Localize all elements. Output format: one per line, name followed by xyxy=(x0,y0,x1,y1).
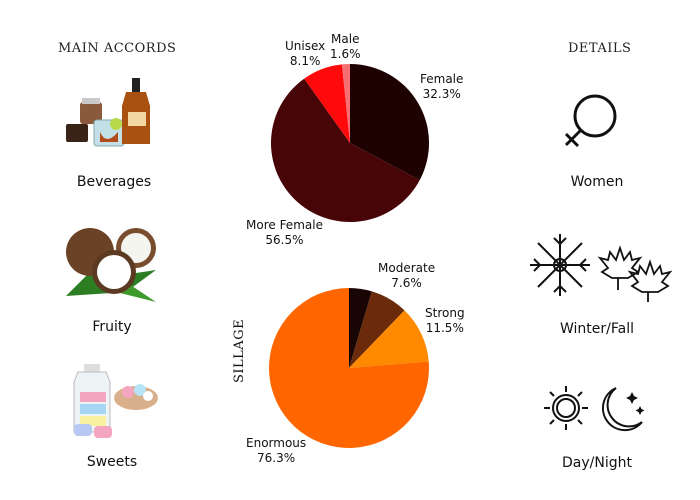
pie-slice-unisex xyxy=(304,64,350,143)
pie-label-strong: Strong 11.5% xyxy=(425,306,465,336)
slice-name: Strong xyxy=(425,306,465,320)
slice-value: 11.5% xyxy=(425,321,464,335)
sillage-pie-chart xyxy=(269,288,429,448)
pie-slice-female xyxy=(350,64,430,181)
pie-slice-moderate xyxy=(349,291,405,368)
slice-value: 32.3% xyxy=(422,87,461,101)
slice-name: Female xyxy=(420,72,464,86)
pie-label-male: Male 1.6% xyxy=(330,32,361,62)
pie-slice-other xyxy=(349,288,372,368)
slice-name: Enormous xyxy=(246,436,307,450)
main-accords-heading: MAIN ACCORDS xyxy=(58,41,177,56)
pie-label-female: Female 32.3% xyxy=(420,72,463,102)
pie-slice-strong xyxy=(349,310,429,368)
details-heading: DETAILS xyxy=(568,41,632,56)
detail-label: Winter/Fall xyxy=(560,321,634,337)
slice-name: More Female xyxy=(246,218,323,232)
gender-pie-chart xyxy=(271,64,430,222)
pie-slice-more-female xyxy=(271,78,420,222)
sillage-title: SILLAGE xyxy=(232,318,247,383)
pie-label-unisex: Unisex 8.1% xyxy=(285,39,325,69)
sweets-image xyxy=(73,364,158,438)
slice-value: 1.6% xyxy=(330,47,361,61)
slice-value: 7.6% xyxy=(391,276,422,290)
female-symbol-icon xyxy=(564,94,617,148)
accord-label: Beverages xyxy=(76,174,152,190)
beverages-image xyxy=(66,78,150,147)
coconut-image xyxy=(66,228,156,302)
accord-label: Fruity xyxy=(92,319,132,335)
slice-value: 76.3% xyxy=(257,451,296,465)
pie-label-more-female: More Female 56.5% xyxy=(246,218,323,248)
slice-name: Moderate xyxy=(378,261,436,275)
snowflake-maple-leaf-icon xyxy=(530,234,672,302)
pie-label-moderate: Moderate 7.6% xyxy=(378,261,435,291)
slice-name: Unisex xyxy=(285,39,326,53)
slice-value: 8.1% xyxy=(289,54,321,68)
detail-label: Women xyxy=(570,174,624,190)
pie-slice-male xyxy=(341,64,350,143)
accord-label: Sweets xyxy=(86,454,138,470)
slice-name: Male xyxy=(331,32,360,46)
detail-label: Day/Night xyxy=(562,455,632,471)
pie-label-enormous: Enormous 76.3% xyxy=(246,436,306,466)
slice-value: 56.5% xyxy=(265,233,304,247)
sun-moon-icon xyxy=(544,386,645,432)
